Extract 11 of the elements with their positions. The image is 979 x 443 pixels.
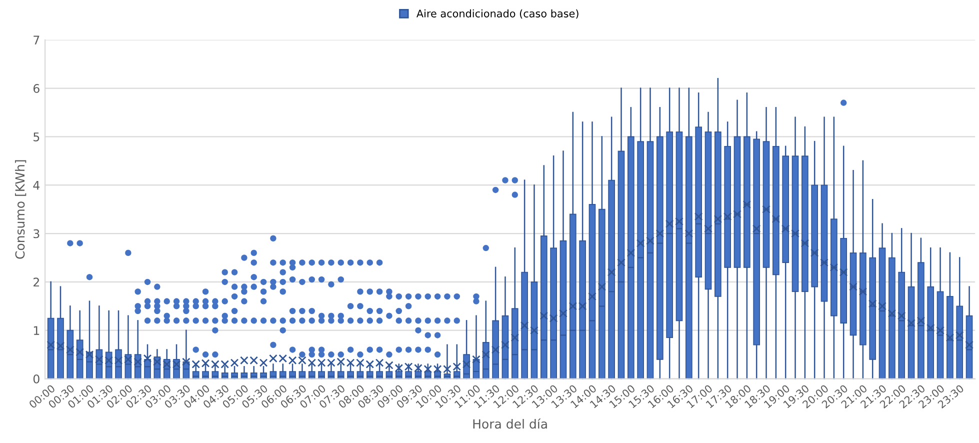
y-tick-label: 2 (34, 278, 39, 286)
y-axis-title: Consumo [KWh] (15, 160, 26, 259)
y-tick-label: 7 (34, 36, 40, 44)
y-tick-label: 4 (33, 180, 40, 190)
y-tick-label: 6 (33, 84, 40, 93)
y-tick-label: 3 (34, 229, 40, 238)
y-tick-label: 0 (33, 374, 40, 384)
y-tick-label: 5 (34, 132, 40, 142)
x-axis-title: Hora del día (473, 418, 547, 429)
y-tick-label: 1 (34, 326, 40, 335)
legend-label: Aire acondicionado (caso base) (416, 9, 578, 19)
